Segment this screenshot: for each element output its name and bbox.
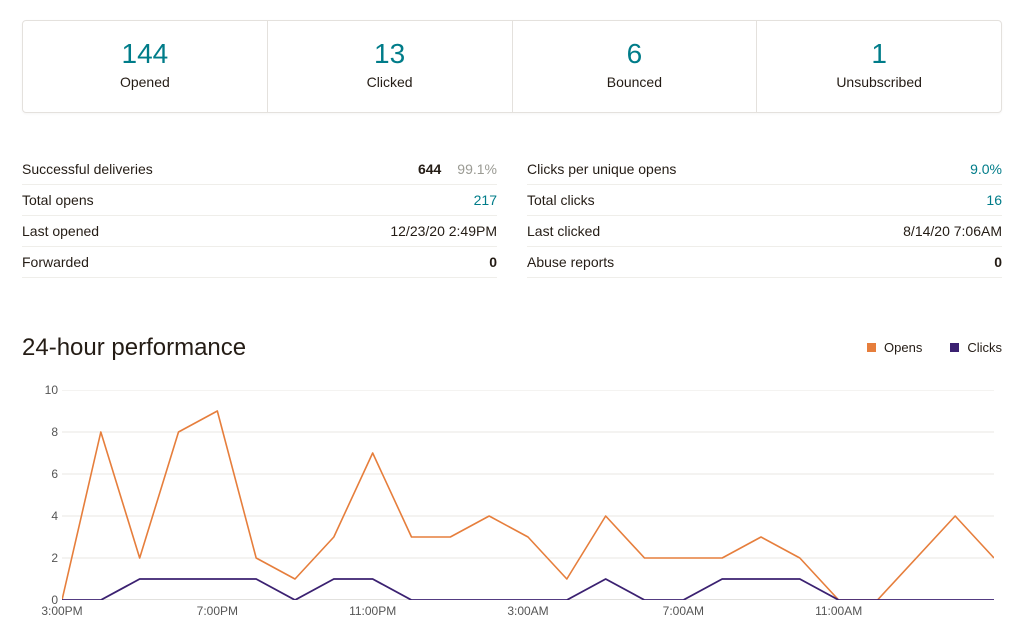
kpi-card[interactable]: 6 Bounced (513, 21, 758, 112)
chart-series-line (62, 579, 994, 600)
chart-x-tick: 11:00AM (815, 604, 862, 618)
kpi-card[interactable]: 1 Unsubscribed (757, 21, 1001, 112)
detail-label: Last clicked (527, 223, 600, 239)
detail-row: Clicks per unique opens 9.0% (527, 161, 1002, 185)
chart-title: 24-hour performance (22, 334, 246, 362)
detail-row: Total opens 217 (22, 185, 497, 216)
detail-row: Last opened 12/23/20 2:49PM (22, 216, 497, 247)
chart-y-tick: 8 (28, 425, 58, 439)
chart-x-tick: 3:00AM (507, 604, 548, 618)
chart-legend: Opens Clicks (867, 340, 1002, 355)
chart-y-tick: 6 (28, 467, 58, 481)
detail-row: Last clicked 8/14/20 7:06AM (527, 216, 1002, 247)
detail-value: 8/14/20 7:06AM (903, 223, 1002, 239)
chart-x-tick: 11:00PM (349, 604, 396, 618)
detail-values: 8/14/20 7:06AM (903, 223, 1002, 239)
kpi-label: Clicked (276, 74, 504, 90)
detail-row: Forwarded 0 (22, 247, 497, 278)
detail-label: Clicks per unique opens (527, 161, 676, 177)
kpi-value: 144 (31, 39, 259, 70)
legend-item[interactable]: Opens (867, 340, 922, 355)
detail-values: 0 (489, 254, 497, 270)
chart-y-tick: 2 (28, 551, 58, 565)
kpi-label: Bounced (521, 74, 749, 90)
details-left-col: Successful deliveries 644 99.1% Total opens… (22, 161, 497, 278)
detail-label: Successful deliveries (22, 161, 153, 177)
chart-block: 24-hour performance OpensClicks 0246810 … (22, 334, 1002, 620)
detail-label: Total opens (22, 192, 94, 208)
chart-area: 0246810 3:00PM7:00PM11:00PM3:00AM7:00AM1… (62, 390, 994, 620)
legend-label: Opens (884, 340, 922, 355)
detail-values: 644 99.1% (418, 161, 497, 177)
kpi-value: 13 (276, 39, 504, 70)
chart-y-tick: 10 (28, 383, 58, 397)
detail-value: 12/23/20 2:49PM (390, 223, 497, 239)
chart-series-line (62, 411, 994, 600)
legend-swatch-icon (950, 343, 959, 352)
kpi-card[interactable]: 13 Clicked (268, 21, 513, 112)
detail-value: 0 (489, 254, 497, 270)
detail-values: 9.0% (970, 161, 1002, 177)
kpi-label: Opened (31, 74, 259, 90)
chart-y-tick: 4 (28, 509, 58, 523)
detail-row: Total clicks 16 (527, 185, 1002, 216)
chart-plot (62, 390, 994, 600)
detail-value[interactable]: 217 (474, 192, 497, 208)
chart-x-tick: 7:00AM (663, 604, 704, 618)
chart-x-tick: 7:00PM (197, 604, 238, 618)
detail-values: 16 (986, 192, 1002, 208)
legend-item[interactable]: Clicks (950, 340, 1002, 355)
legend-swatch-icon (867, 343, 876, 352)
detail-row: Abuse reports 0 (527, 247, 1002, 278)
detail-values: 12/23/20 2:49PM (390, 223, 497, 239)
kpi-label: Unsubscribed (765, 74, 993, 90)
detail-value: 0 (994, 254, 1002, 270)
chart-x-tick: 3:00PM (41, 604, 82, 618)
chart-y-labels: 0246810 (28, 390, 58, 600)
chart-x-labels: 3:00PM7:00PM11:00PM3:00AM7:00AM11:00AM (62, 604, 994, 622)
kpi-row: 144 Opened 13 Clicked 6 Bounced 1 Unsubscribed (22, 20, 1002, 113)
details-right-col: Clicks per unique opens 9.0% Total clicks 1… (527, 161, 1002, 278)
detail-value[interactable]: 9.0% (970, 161, 1002, 177)
details-grid: Successful deliveries 644 99.1% Total opens… (22, 161, 1002, 278)
kpi-value: 1 (765, 39, 993, 70)
detail-values: 0 (994, 254, 1002, 270)
kpi-value: 6 (521, 39, 749, 70)
detail-label: Abuse reports (527, 254, 614, 270)
detail-label: Total clicks (527, 192, 595, 208)
detail-label: Forwarded (22, 254, 89, 270)
detail-row: Successful deliveries 644 99.1% (22, 161, 497, 185)
legend-label: Clicks (967, 340, 1002, 355)
detail-value: 99.1% (457, 161, 497, 177)
detail-value: 644 (418, 161, 441, 177)
detail-values: 217 (474, 192, 497, 208)
detail-value[interactable]: 16 (986, 192, 1002, 208)
kpi-card[interactable]: 144 Opened (23, 21, 268, 112)
detail-label: Last opened (22, 223, 99, 239)
